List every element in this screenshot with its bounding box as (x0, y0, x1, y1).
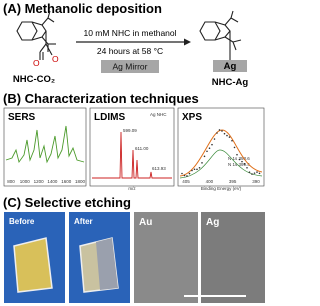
sem-label: Au (139, 217, 152, 228)
x-tick-label: 1000 (20, 179, 31, 184)
oxygen: O (52, 54, 59, 64)
x-tick-label: 395 (229, 179, 237, 184)
data-dot (258, 172, 261, 175)
data-dot (213, 138, 216, 140)
sem-image (134, 212, 198, 303)
data-dot (243, 162, 246, 165)
peak-label: 613.93 (152, 166, 166, 171)
data-dot (198, 166, 201, 169)
peak-label: 611.00 (135, 146, 149, 151)
data-dot (206, 150, 208, 153)
surface-label: Ag (224, 61, 237, 72)
legend: N 1s 393.6 (228, 156, 250, 161)
x-tick-label: 400 (206, 179, 214, 184)
data-dot (226, 134, 228, 137)
data-dot (211, 143, 213, 146)
data-dot (241, 160, 243, 163)
data-dot (196, 168, 198, 171)
panel-title: (C) Selective etching (3, 195, 131, 210)
data-dot (203, 155, 206, 158)
data-dot (216, 132, 218, 134)
data-dot (253, 172, 256, 174)
fit (179, 129, 263, 177)
plot-title: XPS (182, 112, 202, 123)
condition: 10 mM NHC in methanol (83, 28, 176, 38)
axis-label: Binding Energy (eV) (201, 186, 242, 191)
plot-title: LDIMS (94, 112, 125, 123)
data-dot (228, 136, 231, 138)
data-dot (248, 171, 251, 173)
x-tick-label: 405 (182, 179, 190, 184)
photo-label: After (74, 217, 93, 226)
panel-title-text: Selective etching (25, 195, 131, 210)
axis-label: m/z (128, 186, 136, 191)
panel-label: (B) (3, 91, 21, 106)
data-dot (201, 162, 203, 164)
x-tick-label: 1800 (75, 179, 86, 184)
spectrum (5, 125, 85, 164)
plot-frame (3, 107, 87, 187)
substrate-box (101, 60, 159, 73)
panel-label: (C) (3, 195, 21, 210)
legend: N 1s 399.4 (228, 162, 250, 167)
panel-label: (A) (3, 1, 21, 16)
data-dot (193, 168, 196, 171)
data-dot (186, 175, 188, 177)
plot-title: SERS (8, 112, 36, 123)
substrate-label: Ag Mirror (113, 62, 148, 72)
data-dot (221, 130, 223, 132)
reactant-label: NHC-CO₂ (13, 74, 55, 85)
sem-image (201, 212, 265, 303)
data-dot (188, 172, 191, 175)
data-dot (238, 158, 241, 161)
peak-label: 599.09 (123, 128, 137, 133)
spectrum (92, 131, 172, 179)
sample (13, 237, 53, 293)
x-tick-label: 1200 (34, 179, 45, 184)
sem-label: Ag (206, 217, 219, 228)
arrow-head (184, 38, 191, 46)
data-dot (231, 139, 233, 142)
surface-box (213, 60, 247, 72)
etched-area (96, 238, 118, 290)
x-tick-label: 800 (7, 179, 15, 184)
fit (179, 149, 263, 179)
condition: 24 hours at 58 °C (97, 46, 163, 56)
data-dot (233, 146, 236, 149)
data-dot (181, 172, 183, 175)
x-tick-label: 390 (252, 179, 260, 184)
panel-title: (B) Characterization techniques (3, 91, 199, 106)
data-dot (251, 173, 253, 175)
x-tick-label: 1400 (47, 179, 58, 184)
panel-title-text: Methanolic deposition (25, 1, 162, 16)
panel-title: (A) Methanolic deposition (3, 1, 162, 16)
data-dot (218, 129, 221, 131)
photo-label: Before (9, 217, 35, 226)
oxygen: O (33, 58, 40, 68)
data-dot (236, 153, 238, 156)
legend: Ag NHC (150, 112, 167, 117)
data-dot (246, 166, 248, 169)
data-dot (191, 169, 193, 172)
panel-title-text: Characterization techniques (25, 91, 199, 106)
figure: (A) Methanolic deposition O O NHC-CO₂ 10… (3, 1, 265, 303)
product-structure (199, 10, 242, 60)
data-dot (208, 147, 211, 149)
product-label: NHC-Ag (212, 77, 249, 88)
x-tick-label: 1600 (61, 179, 72, 184)
data-dot (256, 171, 258, 173)
data-dot (223, 132, 226, 135)
data-dot (183, 174, 186, 177)
reactant-structure (16, 10, 56, 60)
